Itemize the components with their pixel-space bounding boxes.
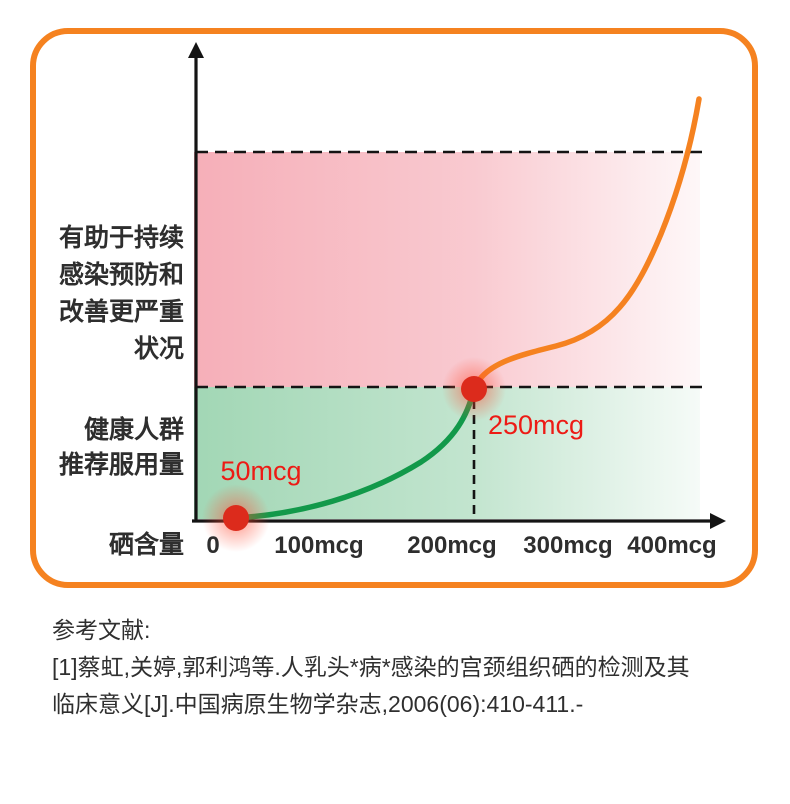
upper-zone-label-line4: 状况 — [134, 335, 184, 363]
references-title: 参考文献: — [52, 617, 151, 643]
lower-zone-area — [194, 387, 700, 519]
reference-line: 临床意义[J].中国病原生物学杂志,2006(06):410-411.- — [52, 691, 584, 717]
dose-response-chart-panel: 50mcg 250mcg 有助于持续 感染预防和 改善更严重 状况 健康人群 推… — [30, 28, 758, 588]
dot-250mcg — [461, 376, 487, 402]
x-tick-300mcg: 300mcg — [523, 532, 612, 559]
upper-zone-label-line3: 改善更严重 — [59, 297, 184, 326]
upper-zone-area — [194, 152, 700, 387]
x-tick-0: 0 — [206, 532, 219, 559]
lower-zone-label-line2: 推荐服用量 — [59, 451, 184, 479]
references-section: 参考文献: [1]蔡虹,关婷,郭利鸿等.人乳头*病*感染的宫颈组织硒的检测及其 … — [52, 612, 752, 723]
x-axis-label: 硒含量 — [109, 530, 184, 559]
point-label-50mcg: 50mcg — [220, 456, 301, 486]
y-axis-arrow-icon — [188, 42, 204, 58]
lower-zone-label-line1: 健康人群 — [84, 415, 184, 444]
x-tick-400mcg: 400mcg — [627, 532, 716, 559]
dot-50mcg — [223, 505, 249, 531]
reference-line: [1]蔡虹,关婷,郭利鸿等.人乳头*病*感染的宫颈组织硒的检测及其 — [52, 654, 690, 680]
curve-orange-segment — [471, 96, 702, 392]
dose-response-chart: 50mcg 250mcg 有助于持续 感染预防和 改善更严重 状况 健康人群 推… — [59, 42, 726, 559]
x-axis-arrow-icon — [710, 513, 726, 529]
x-tick-200mcg: 200mcg — [407, 532, 496, 559]
upper-zone-label-line1: 有助于持续 — [59, 223, 184, 252]
upper-zone-label-line2: 感染预防和 — [59, 260, 184, 289]
point-label-250mcg: 250mcg — [488, 410, 584, 440]
x-tick-100mcg: 100mcg — [274, 532, 363, 559]
